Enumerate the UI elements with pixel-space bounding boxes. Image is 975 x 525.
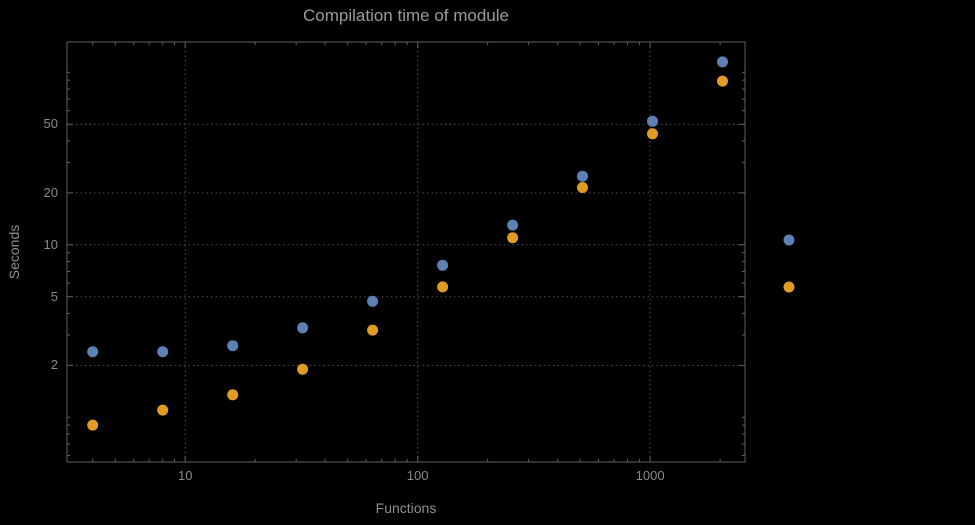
plot-frame — [66, 41, 746, 463]
data-point-series-2-orange — [717, 75, 728, 87]
data-point-series-1-blue — [297, 322, 309, 334]
data-point-series-1-blue — [227, 340, 239, 352]
x-tick-label: 100 — [406, 468, 429, 483]
data-point-series-2-orange — [157, 404, 169, 416]
chart-title: Compilation time of module — [303, 6, 509, 25]
data-point-series-1-blue — [367, 295, 379, 307]
data-point-series-1-blue — [577, 170, 588, 182]
data-point-series-1-blue — [647, 115, 658, 127]
axis-ticks — [67, 42, 745, 462]
y-axis-label: Seconds — [6, 224, 22, 280]
legend-marker-series-1 — [783, 234, 795, 246]
x-axis-label: Functions — [375, 500, 437, 516]
data-point-series-2-orange — [87, 419, 99, 431]
x-tick-label: 10 — [177, 468, 193, 483]
y-tick-label: 5 — [50, 288, 58, 304]
data-point-series-2-orange — [367, 324, 379, 336]
legend — [783, 234, 795, 293]
data-point-series-2-orange — [437, 281, 449, 293]
y-tick-label: 10 — [43, 236, 58, 252]
y-tick-label: 2 — [50, 357, 58, 373]
legend-marker-series-2 — [783, 281, 795, 293]
data-point-series-1-blue — [507, 219, 519, 231]
y-tick-label: 50 — [43, 116, 58, 132]
data-point-series-1-blue — [87, 346, 99, 358]
data-points — [87, 56, 728, 431]
data-point-series-1-blue — [717, 56, 728, 68]
x-tick-label: 1000 — [635, 468, 665, 483]
data-point-series-2-orange — [507, 232, 519, 244]
data-point-series-1-blue — [157, 346, 169, 358]
data-point-series-2-orange — [227, 389, 239, 401]
gridlines — [67, 42, 745, 462]
data-point-series-2-orange — [577, 182, 588, 193]
y-tick-label: 20 — [43, 184, 58, 200]
data-point-series-2-orange — [647, 128, 658, 140]
data-point-series-2-orange — [297, 363, 309, 375]
data-point-series-1-blue — [437, 259, 449, 271]
